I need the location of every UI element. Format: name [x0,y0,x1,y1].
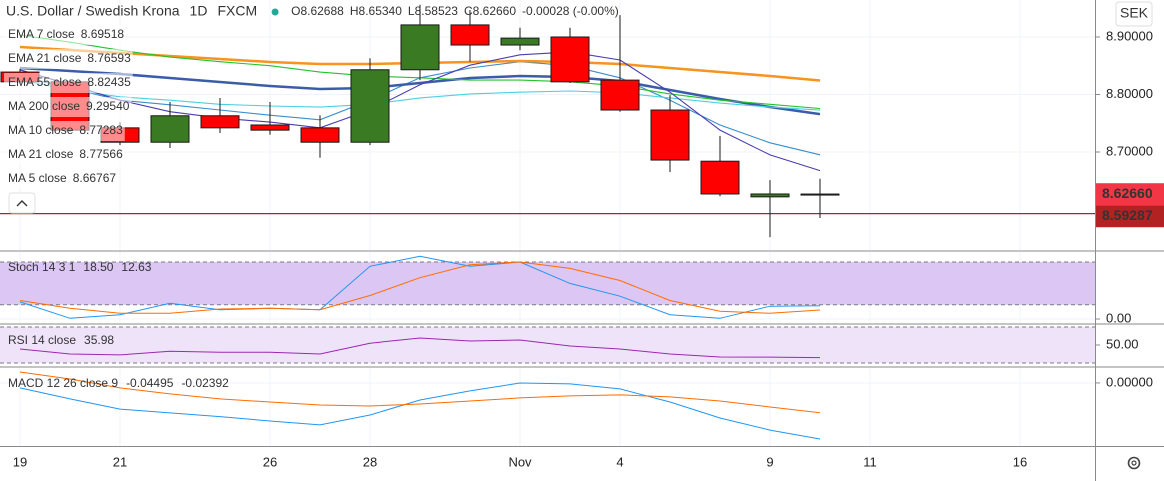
legend-background [4,25,127,45]
source: FXCM [217,3,257,19]
legend-background [4,97,132,117]
x-tick-label: Nov [508,454,532,469]
currency: SEK [1120,5,1149,21]
candle-body [800,193,840,196]
legend-name: MA 200 close [8,99,80,113]
symbol-title: U.S. Dollar / Swedish Krona [6,3,180,19]
last-price-tag [1096,183,1164,206]
settings-button[interactable] [1127,456,1141,470]
x-tick-label: 28 [363,454,377,469]
ohlc-label: O [291,4,300,18]
collapse-icon [16,200,28,207]
ohlc-label: H [350,4,359,18]
indicator-line [19,255,821,319]
candle-body [550,36,590,83]
x-tick-label: 26 [263,454,277,469]
legend-background [4,145,125,165]
legend-name: MA 10 close [8,123,74,137]
change: -0.00028 (-0.00%) [522,4,619,18]
price-line-label: 8.59287 [1102,207,1153,223]
legend-value: 8.77283 [79,123,123,137]
candle-body [200,115,240,129]
candle-body [400,24,440,71]
plots [0,4,1095,440]
interval: 1D [190,3,208,19]
legend-value: 12.63 [121,260,151,274]
y-tick-label: 8.90000 [1106,28,1153,43]
legend-name: MA 5 close [8,171,67,185]
legend-name: MACD 12 26 close 9 [8,376,118,390]
y-tick-label: 8.70000 [1106,143,1153,158]
y-tick-label: 0.00 [1106,310,1131,325]
candle-body [500,37,540,46]
candle-body [600,79,640,111]
indicator-line [19,261,821,314]
candle-body [700,160,740,195]
legend-name: EMA 7 close [8,27,75,41]
legend-name: RSI 14 close [8,333,76,347]
gear-icon [1127,456,1141,470]
price-panel [0,4,1095,238]
candle-body [750,193,790,198]
legend-name: EMA 55 close [8,75,82,89]
x-tick-label: 16 [1013,454,1027,469]
candle-body [350,69,390,143]
band-fill [0,261,1095,305]
price-line-tag [1096,205,1164,228]
moving-average-line [19,51,821,172]
ohlc-value: 8.58523 [415,4,459,18]
currency-button[interactable] [1115,1,1153,27]
candle-body [300,127,340,143]
legend-background [4,49,133,69]
last-price-label: 8.62660 [1102,185,1153,201]
legend-value: 8.69518 [81,27,125,41]
indicator-panel [0,255,1095,319]
y-tick-label: 8.80000 [1106,86,1153,101]
y-tick-label: 50.00 [1106,336,1139,351]
ohlc-label: L [408,4,415,18]
indicator-line [19,371,821,414]
collapse-button[interactable] [8,192,36,214]
indicator-panel [19,371,821,440]
legend-value: -0.02392 [181,376,229,390]
indicator-panel [0,326,1095,364]
legend-name: Stoch 14 3 1 [8,260,76,274]
legend-value: -0.04495 [126,376,174,390]
gear-hub [1131,460,1137,466]
ohlc-value: 8.62688 [300,4,344,18]
legend-value: 18.50 [83,260,113,274]
legend-background [4,121,125,141]
x-tick-label: 4 [616,454,623,469]
status-dot [271,8,279,16]
legend-value: 8.82435 [87,75,131,89]
ohlc-value: 8.65340 [359,4,403,18]
candle-body [250,124,290,131]
x-tick-label: 9 [766,454,773,469]
legend-value: 9.29540 [86,99,130,113]
moving-average-line [19,66,821,116]
candle-body [450,24,490,46]
band-fill [0,326,1095,364]
legend-background [4,73,133,93]
moving-average-line [19,79,821,111]
legend-name: MA 21 close [8,147,74,161]
candle-body [150,115,190,143]
legend-value: 8.76593 [87,51,131,65]
legend-background [4,169,119,189]
indicator-line [19,337,821,359]
x-tick-label: 21 [113,454,127,469]
candle-body [650,109,690,161]
legend-value: 8.66767 [73,171,117,185]
legend-value: 8.77566 [79,147,123,161]
y-tick-label: 0.00000 [1106,374,1153,389]
x-tick-label: 11 [863,454,877,469]
x-tick-label: 19 [13,454,27,469]
ohlc-value: 8.62660 [473,4,517,18]
legend-name: EMA 21 close [8,51,82,65]
indicator-line [19,382,821,440]
ohlc-label: C [464,4,473,18]
legend-value: 35.98 [84,333,114,347]
